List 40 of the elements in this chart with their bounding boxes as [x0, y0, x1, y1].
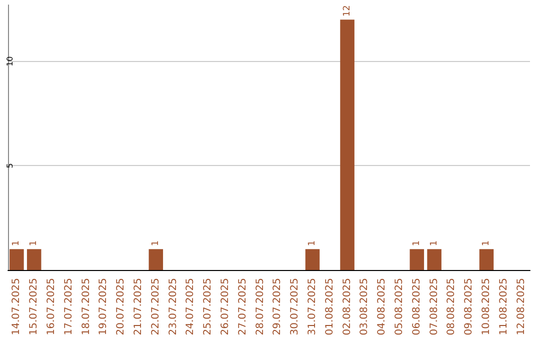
x-tick-label: 17.07.2025: [63, 278, 74, 336]
x-tick-label: 08.08.2025: [446, 278, 458, 336]
x-tick-label: 27.07.2025: [237, 278, 248, 336]
data-label: 1: [150, 240, 161, 246]
x-tick-label: 23.07.2025: [168, 278, 179, 336]
x-tick-label: 05.08.2025: [394, 278, 405, 336]
x-tick-label: 18.07.2025: [80, 278, 92, 336]
x-tick-label: 31.07.2025: [307, 278, 318, 336]
x-tick-label: 12.08.2025: [516, 278, 527, 336]
x-tick-label: 03.08.2025: [359, 278, 370, 336]
x-tick-label: 25.07.2025: [202, 278, 214, 336]
data-label: 1: [412, 240, 422, 246]
data-label: 1: [308, 240, 318, 246]
data-label: 1: [12, 240, 22, 246]
x-tick-label: 04.08.2025: [376, 278, 388, 336]
x-tick-label: 26.07.2025: [220, 278, 231, 336]
x-tick-label: 20.07.2025: [116, 278, 127, 336]
x-tick-label: 01.08.2025: [324, 278, 336, 336]
y-tick-label: 5: [6, 163, 14, 168]
x-tick-label: 06.08.2025: [411, 278, 422, 336]
x-tick-label: 02.08.2025: [342, 278, 353, 336]
x-tick-label: 10.08.2025: [481, 278, 492, 336]
data-label: 1: [482, 240, 492, 246]
x-tick-label: 09.08.2025: [464, 278, 475, 336]
x-tick-label: 24.07.2025: [185, 278, 196, 336]
x-tick-label: 19.07.2025: [98, 278, 110, 336]
x-tick-label: 21.07.2025: [133, 278, 144, 336]
x-tick-label: 16.07.2025: [46, 278, 57, 336]
x-tick-label: 30.07.2025: [290, 278, 301, 336]
x-tick-label: 29.07.2025: [272, 278, 284, 336]
data-label: 1: [29, 240, 40, 246]
x-tick-label: 22.07.2025: [150, 278, 162, 336]
x-tick-label: 15.07.2025: [28, 278, 40, 336]
data-label: 12: [342, 5, 352, 17]
x-tick-label: 28.07.2025: [254, 278, 266, 336]
x-tick-label: 07.08.2025: [428, 278, 440, 336]
x-tick-label: 11.08.2025: [498, 278, 510, 336]
y-tick-label: 10: [6, 56, 14, 66]
x-tick-label: 14.07.2025: [11, 278, 22, 336]
data-label: 1: [429, 240, 440, 246]
